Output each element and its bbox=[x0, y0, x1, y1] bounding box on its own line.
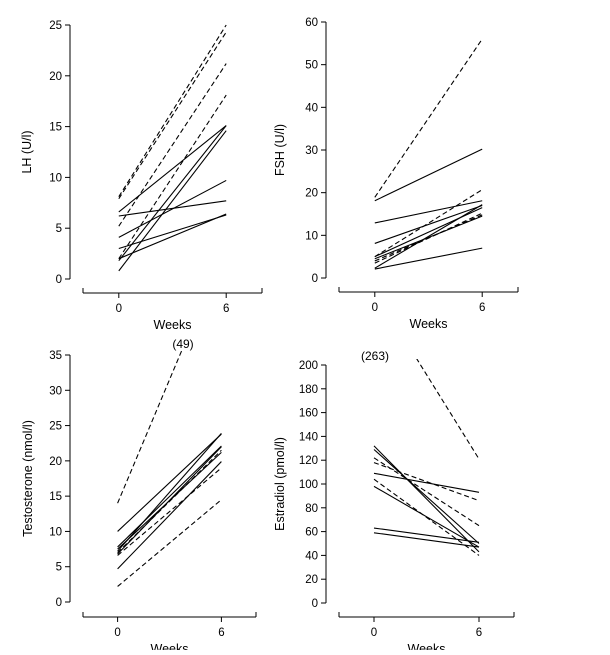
x-tick-label: 6 bbox=[479, 302, 485, 314]
y-axis-label: Testosterone (nmol/l) bbox=[21, 420, 35, 537]
series-line-subject-6 bbox=[374, 200, 483, 224]
y-tick-label: 60 bbox=[305, 527, 318, 539]
series-line-subject-6 bbox=[118, 200, 227, 217]
chart-panel-2: 0 10 20 30 40 50 60 0 6 Weeks FSH (U/l) bbox=[273, 17, 519, 331]
x-axis-label: Weeks bbox=[410, 317, 448, 331]
series-line-subject-5 bbox=[117, 445, 222, 548]
x-tick-label: 0 bbox=[371, 627, 377, 639]
series-line-subject-4 bbox=[373, 472, 480, 493]
y-tick-label: 35 bbox=[49, 350, 62, 362]
y-axis-label: FSH (U/l) bbox=[273, 124, 287, 176]
series-line-subject-10 bbox=[117, 349, 183, 504]
x-tick-label: 6 bbox=[223, 303, 229, 315]
series-line-subject-7 bbox=[374, 148, 483, 202]
y-tick-label: 10 bbox=[305, 230, 318, 242]
x-tick-label: 0 bbox=[116, 303, 122, 315]
off-scale-annotation: (49) bbox=[172, 337, 193, 351]
y-tick-label: 60 bbox=[305, 17, 318, 29]
series-line-subject-9 bbox=[373, 457, 480, 527]
series-line-subject-8 bbox=[117, 467, 222, 556]
series-lines bbox=[118, 24, 227, 272]
series-line-subject-3 bbox=[118, 213, 227, 260]
y-tick-label: 40 bbox=[305, 102, 318, 114]
series-line-subject-2 bbox=[118, 125, 227, 262]
x-tick-label: 0 bbox=[114, 627, 120, 639]
x-axis-label: Weeks bbox=[408, 642, 446, 650]
y-tick-label: 160 bbox=[299, 408, 318, 420]
y-tick-label: 10 bbox=[49, 526, 62, 538]
series-line-subject-7 bbox=[117, 499, 222, 587]
y-tick-label: 80 bbox=[305, 503, 318, 515]
x-tick-label: 0 bbox=[372, 302, 378, 314]
y-tick-label: 5 bbox=[56, 223, 62, 235]
y-tick-label: 20 bbox=[49, 456, 62, 468]
series-line-subject-10 bbox=[416, 359, 480, 460]
y-tick-label: 0 bbox=[56, 274, 62, 286]
y-tick-label: 0 bbox=[56, 597, 62, 609]
series-line-subject-1 bbox=[117, 461, 222, 570]
y-tick-label: 20 bbox=[305, 188, 318, 200]
series-lines bbox=[374, 38, 483, 270]
y-tick-label: 100 bbox=[299, 479, 318, 491]
series-line-subject-1 bbox=[118, 130, 227, 272]
series-line-subject-1 bbox=[374, 247, 483, 270]
series-line-subject-9 bbox=[374, 214, 483, 262]
y-tick-label: 5 bbox=[56, 562, 62, 574]
y-axis-label: LH (U/l) bbox=[20, 130, 34, 173]
chart-panel-4: 0 20 40 60 80 100 120 140 160 180 200 0 6 Weeks Estrad… bbox=[273, 349, 515, 655]
y-tick-label: 0 bbox=[312, 273, 318, 285]
y-axis-label: Estradiol (pmol/l) bbox=[273, 437, 287, 531]
series-line-subject-5 bbox=[373, 449, 480, 544]
x-tick-label: 6 bbox=[476, 627, 482, 639]
series-lines bbox=[373, 359, 480, 556]
series-line-subject-7 bbox=[373, 478, 480, 556]
series-line-subject-6 bbox=[117, 433, 222, 532]
series-line-subject-11 bbox=[118, 24, 227, 197]
series-line-subject-7 bbox=[118, 125, 227, 213]
y-tick-label: 15 bbox=[49, 491, 62, 503]
series-line-subject-1 bbox=[373, 532, 480, 548]
series-line-subject-4 bbox=[118, 214, 227, 250]
y-tick-label: 25 bbox=[49, 20, 62, 32]
off-scale-annotation: (263) bbox=[361, 349, 389, 363]
y-tick-label: 40 bbox=[305, 550, 318, 562]
y-tick-label: 200 bbox=[299, 360, 318, 372]
chart-panel-1: 0 5 10 15 20 25 0 6 Weeks LH (U/l) bbox=[20, 20, 263, 332]
y-tick-label: 20 bbox=[49, 71, 62, 83]
y-tick-label: 10 bbox=[49, 172, 62, 184]
series-line-subject-9 bbox=[118, 63, 227, 227]
x-tick-label: 6 bbox=[218, 627, 224, 639]
series-lines bbox=[117, 349, 222, 587]
x-axis-label: Weeks bbox=[154, 318, 192, 332]
y-tick-label: 50 bbox=[305, 60, 318, 72]
y-tick-label: 140 bbox=[299, 431, 318, 443]
series-line-subject-6 bbox=[373, 445, 480, 553]
series-line-subject-3 bbox=[117, 432, 222, 552]
series-line-subject-2 bbox=[373, 527, 480, 543]
y-tick-label: 30 bbox=[49, 385, 62, 397]
y-tick-label: 120 bbox=[299, 455, 318, 467]
y-tick-label: 15 bbox=[49, 122, 62, 134]
y-tick-label: 180 bbox=[299, 384, 318, 396]
series-line-subject-10 bbox=[118, 31, 227, 200]
series-line-subject-11 bbox=[374, 38, 483, 198]
y-tick-label: 30 bbox=[305, 145, 318, 157]
series-line-subject-4 bbox=[374, 207, 483, 258]
x-axis-label: Weeks bbox=[151, 642, 189, 650]
series-line-subject-8 bbox=[118, 94, 227, 259]
series-line-subject-10 bbox=[374, 189, 483, 258]
y-tick-label: 25 bbox=[49, 421, 62, 433]
chart-panel-3: 0 5 10 15 20 25 30 35 0 6 Weeks Testosterone (nmol/… bbox=[21, 337, 257, 655]
y-tick-label: 20 bbox=[305, 574, 318, 586]
series-line-subject-9 bbox=[117, 449, 222, 553]
series-line-subject-5 bbox=[374, 204, 483, 244]
y-tick-label: 0 bbox=[312, 598, 318, 610]
